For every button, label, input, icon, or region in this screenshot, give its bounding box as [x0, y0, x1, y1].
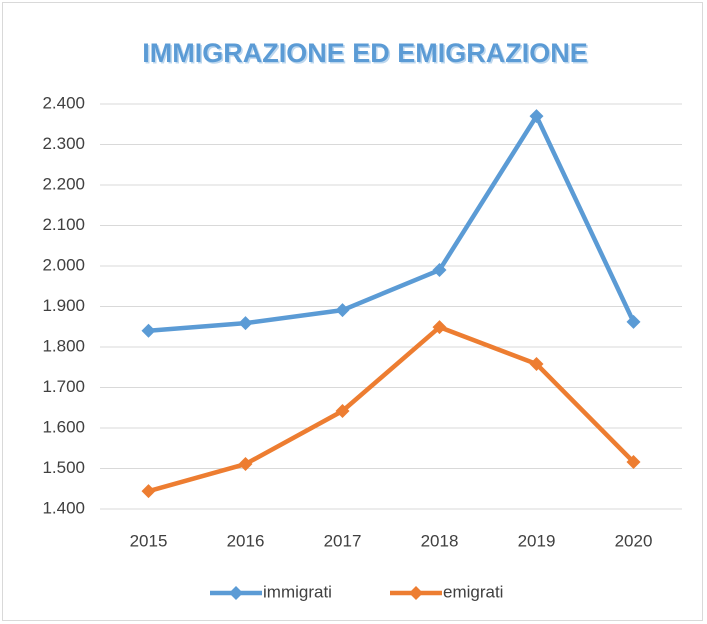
x-tick-label: 2015 [130, 531, 168, 550]
series-line [147, 324, 636, 494]
point-marker [141, 323, 156, 338]
y-tick-label: 1.400 [42, 498, 85, 517]
y-tick-label: 1.900 [42, 296, 85, 315]
title-shadow: IMMIGRAZIONE ED EMIGRAZIONE [144, 40, 590, 70]
x-tick-label: 2019 [518, 531, 556, 550]
y-tick-label: 1.500 [42, 458, 85, 477]
point-marker [335, 403, 350, 418]
x-tick-label: 2017 [324, 531, 362, 550]
y-tick-label: 2.400 [42, 93, 85, 112]
y-tick-label: 1.800 [42, 336, 85, 355]
y-tick-label: 2.300 [42, 134, 85, 153]
point-marker [529, 109, 544, 124]
legend-marker [229, 586, 243, 600]
y-tick-label: 2.200 [42, 174, 85, 193]
point-marker [626, 314, 641, 329]
x-tick-label: 2018 [421, 531, 459, 550]
point-marker [432, 263, 447, 278]
y-tick-label: 1.700 [42, 377, 85, 396]
point-marker [432, 320, 447, 335]
point-marker [626, 455, 641, 470]
point-marker [238, 457, 253, 472]
point-marker [238, 316, 253, 331]
legend-marker [409, 586, 423, 600]
legend-label: emigrati [443, 582, 503, 601]
chart-title: IMMIGRAZIONE ED EMIGRAZIONE [142, 38, 588, 68]
point-marker [335, 303, 350, 318]
y-tick-label: 2.000 [42, 255, 85, 274]
legend-label: immigrati [263, 582, 332, 601]
x-tick-label: 2020 [615, 531, 653, 550]
series-line [148, 113, 636, 334]
x-tick-label: 2016 [227, 531, 265, 550]
y-tick-label: 1.600 [42, 417, 85, 436]
y-tick-label: 2.100 [42, 215, 85, 234]
point-marker [141, 484, 156, 499]
point-marker [529, 357, 544, 372]
